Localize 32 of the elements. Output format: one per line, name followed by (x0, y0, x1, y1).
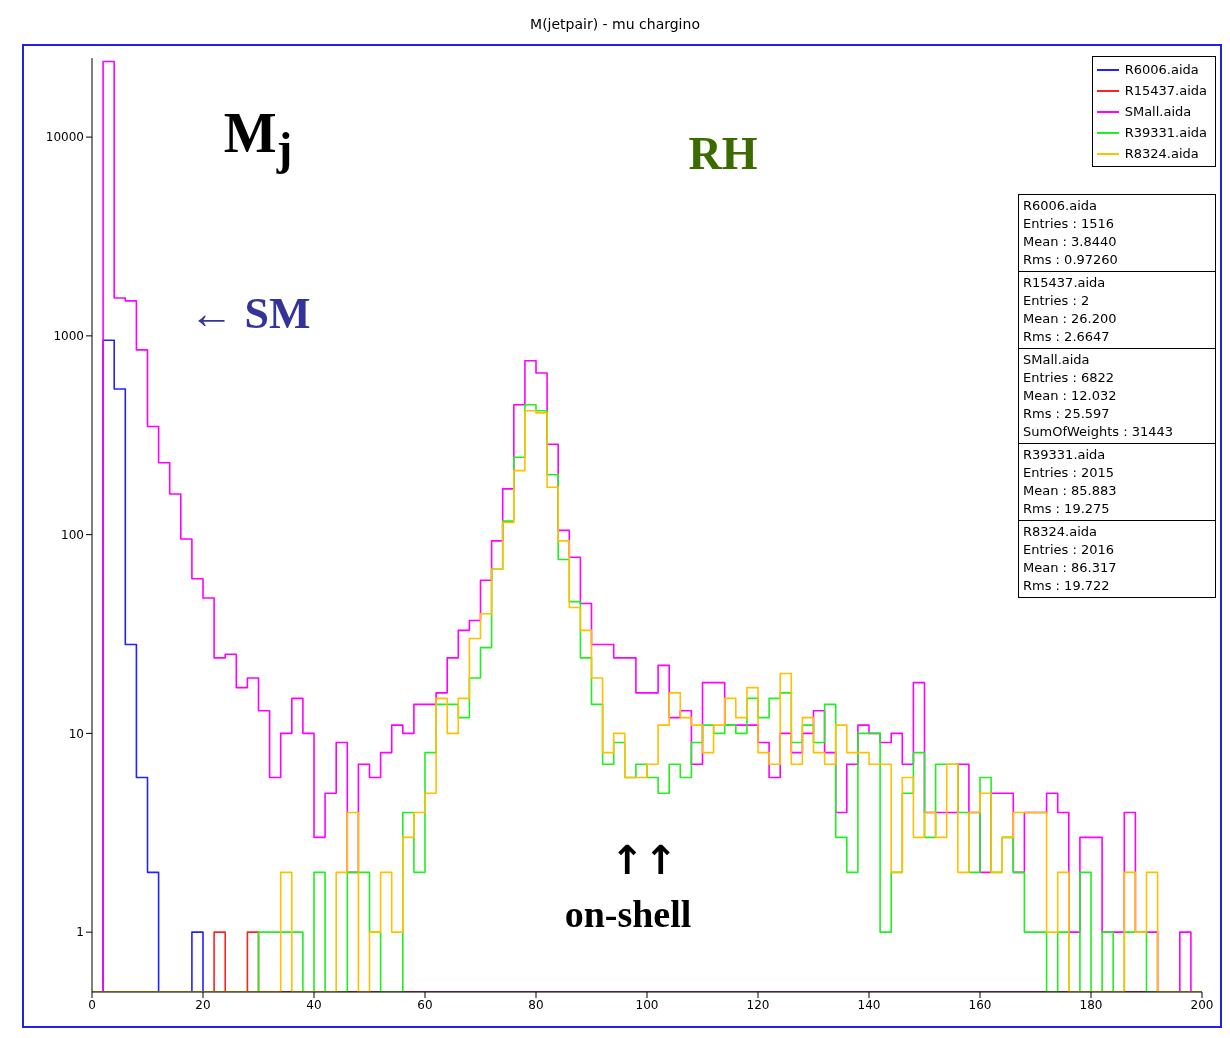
annotation: ← SM (189, 287, 311, 339)
annotation: R15437.aida Entries : 2 Mean : 26.200 Rms : 2.6647 (1019, 271, 1215, 348)
x-tick-label: 160 (968, 997, 992, 1012)
annotation: M$_{j}$ (223, 100, 293, 176)
legend-label: R15437.aida (1124, 82, 1207, 100)
annotation: RH (688, 126, 758, 180)
legend-label: R39331.aida (1124, 124, 1207, 142)
x-tick-label: 80 (528, 997, 544, 1012)
y-tick-label: 10000 (45, 130, 84, 145)
x-tick-label: 140 (857, 997, 881, 1012)
annotation: R39331.aida Entries : 2015 Mean : 85.883 Rms : 19.275 (1019, 443, 1215, 520)
x-tick-label: 200 (1190, 997, 1214, 1012)
x-tick-label: 180 (1079, 997, 1103, 1012)
y-tick-label: 100 (61, 527, 84, 542)
y-tick-label: 1000 (53, 329, 84, 344)
x-tick-label: 0 (88, 997, 96, 1012)
x-tick-label: 120 (746, 997, 770, 1012)
annotation: R6006.aida Entries : 1516 Mean : 3.8440 Rms : 0.97260 (1022, 197, 1119, 269)
legend-label: R6006.aida (1124, 61, 1199, 79)
x-tick-label: 60 (417, 997, 433, 1012)
annotation: on-shell (564, 892, 692, 936)
x-tick-label: 20 (195, 997, 211, 1012)
x-tick-label: 100 (635, 997, 659, 1012)
chart-title: M(jetpair) - mu chargino (529, 16, 701, 32)
y-tick-label: 1 (76, 925, 84, 940)
legend-label: R8324.aida (1124, 145, 1199, 163)
annotation: R8324.aida Entries : 2016 Mean : 86.317 Rms : 19.722 (1019, 520, 1215, 597)
x-tick-label: 40 (306, 997, 322, 1012)
annotation: SMall.aida Entries : 6822 Mean : 12.032 Rms : 25.597 SumOfWeights : 31443 (1019, 348, 1215, 443)
annotation: ↑↑ (610, 837, 678, 883)
y-tick-label: 10 (68, 726, 84, 741)
legend-label: SMall.aida (1124, 103, 1192, 121)
